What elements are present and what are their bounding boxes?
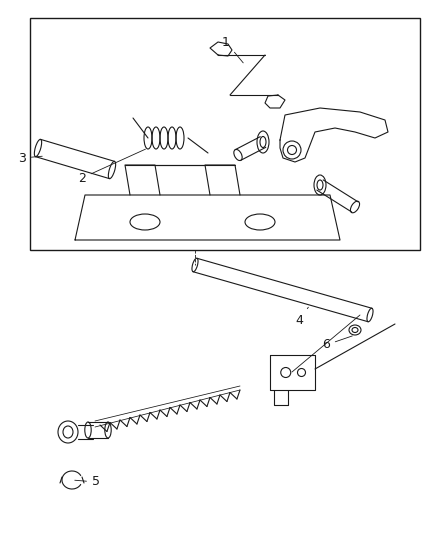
- Text: 1: 1: [222, 36, 243, 63]
- Bar: [30, 18, 419, 250]
- Text: 6: 6: [321, 336, 352, 351]
- Text: 3: 3: [18, 151, 42, 165]
- Text: 4: 4: [294, 307, 307, 327]
- Text: 2: 2: [78, 149, 145, 184]
- Text: 5: 5: [74, 475, 100, 489]
